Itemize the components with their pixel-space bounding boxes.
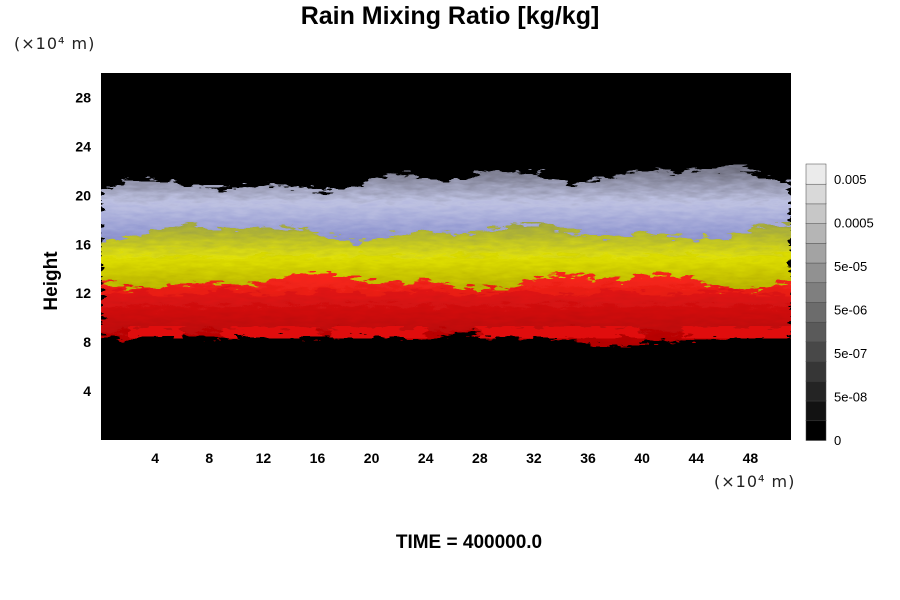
x-tick-label: 24 — [418, 450, 434, 466]
x-tick-label: 16 — [310, 450, 326, 466]
y-tick-label: 24 — [75, 138, 91, 154]
x-tick-label: 4 — [151, 450, 159, 466]
rain-field-layers — [101, 164, 791, 348]
colorbar-level — [805, 341, 827, 362]
colorbar-level — [805, 183, 827, 205]
colorbar-tick-label: 0.0005 — [834, 216, 874, 231]
y-tick-label: 28 — [75, 89, 91, 105]
y-tick-label: 20 — [75, 187, 91, 203]
x-tick-label: 40 — [634, 450, 650, 466]
y-axis-unit: (×10⁴ m) — [14, 34, 96, 53]
colorbar-tick-label: 5e-08 — [834, 390, 867, 405]
colorbar-level — [805, 400, 827, 422]
colorbar-tick-label: 5e-05 — [834, 259, 867, 274]
colorbar-level — [805, 321, 827, 343]
colorbar-level — [805, 262, 827, 284]
yellow-layer — [101, 222, 791, 297]
x-tick-label: 44 — [689, 450, 705, 466]
x-tick-label: 12 — [256, 450, 272, 466]
colorbar-tick-label: 5e-06 — [834, 303, 867, 318]
chart-title: Rain Mixing Ratio [kg/kg] — [300, 2, 600, 30]
colorbar-level — [805, 203, 827, 224]
colorbar-level — [805, 360, 827, 382]
colorbar-level — [805, 420, 827, 441]
colorbar-tick-label: 0 — [834, 433, 841, 448]
red-strands — [128, 326, 791, 339]
y-tick-label: 12 — [75, 285, 91, 301]
colorbar-level — [805, 222, 827, 244]
time-label: TIME = 400000.0 — [395, 532, 543, 553]
x-tick-label: 36 — [580, 450, 596, 466]
colorbar-level — [805, 242, 827, 264]
x-tick-label: 48 — [743, 450, 759, 466]
x-tick-label: 8 — [205, 450, 213, 466]
colorbar-tick-label: 5e-07 — [834, 346, 867, 361]
y-axis-ticks: 4 8 12 16 20 24 28 — [75, 89, 91, 399]
colorbar-level — [805, 282, 827, 303]
colorbar-level — [805, 163, 827, 185]
y-tick-label: 8 — [83, 334, 91, 350]
x-axis-ticks: 4 8 12 16 20 24 28 32 36 40 44 48 — [151, 450, 758, 466]
colorbar-tick-label: 0.005 — [834, 172, 867, 187]
y-tick-label: 4 — [83, 383, 91, 399]
colorbar-level — [805, 301, 827, 323]
x-tick-label: 32 — [526, 450, 542, 466]
colorbar: 0.005 0.0005 5e-05 5e-06 5e-07 5e-08 0 — [805, 163, 874, 448]
x-tick-label: 28 — [472, 450, 488, 466]
x-axis-unit: (×10⁴ m) — [714, 472, 796, 491]
colorbar-level — [805, 380, 827, 402]
x-tick-label: 20 — [364, 450, 380, 466]
y-tick-label: 16 — [75, 236, 91, 252]
